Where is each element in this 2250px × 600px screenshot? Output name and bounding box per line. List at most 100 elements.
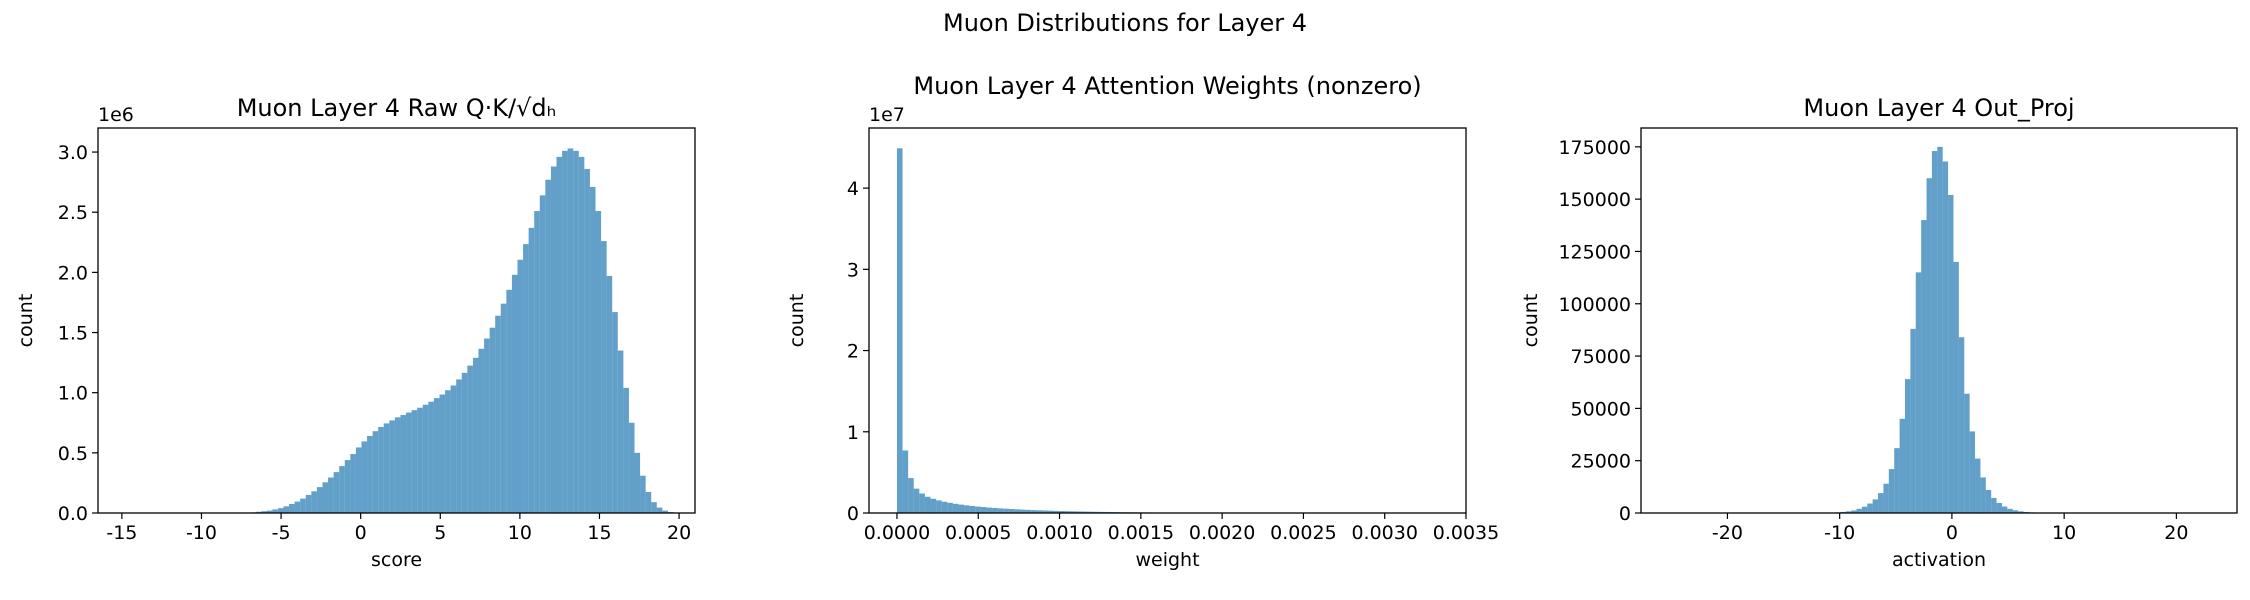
chart-raw-qk-ytick-label: 2.5 xyxy=(58,202,88,224)
chart-out-proj-bar xyxy=(1926,178,1932,513)
chart-attn-weights-ytick-label: 3 xyxy=(847,259,859,281)
chart-raw-qk-bar xyxy=(294,501,301,513)
chart-raw-qk-bar xyxy=(606,275,613,513)
panel-attention-weights: 0.0000 0.0005 0.0010 0.0015 0.0020 0.0025 0.00… xyxy=(786,72,1499,571)
chart-out-proj-bar xyxy=(1872,499,1879,513)
chart-out-proj-ytick-label: 50000 xyxy=(1571,398,1631,420)
chart-raw-qk-xtick-label: 15 xyxy=(587,522,611,544)
chart-raw-qk-bar xyxy=(500,303,507,513)
chart-raw-qk-bar xyxy=(355,447,362,513)
chart-raw-qk-ylabel: count xyxy=(15,294,37,348)
chart-out-proj-bars xyxy=(1834,146,2056,514)
chart-raw-qk-bar xyxy=(589,186,596,513)
chart-raw-qk-bar xyxy=(628,422,635,513)
chart-raw-qk-xtick-label: -15 xyxy=(106,522,137,544)
chart-raw-qk-bar xyxy=(367,436,373,513)
chart-out-proj-ytick-label: 175000 xyxy=(1558,137,1631,159)
chart-attn-weights-frame xyxy=(868,127,1467,514)
chart-attn-weights-xtick-label: 0.0015 xyxy=(1108,522,1174,544)
chart-out-proj-xlabel: activation xyxy=(1892,549,1986,571)
chart-attn-weights-bar xyxy=(997,508,1004,513)
chart-raw-qk-bar xyxy=(300,498,306,513)
chart-attn-weights-bar xyxy=(1053,510,1060,513)
chart-raw-qk-bar xyxy=(623,387,629,514)
chart-raw-qk-bar xyxy=(539,195,546,514)
chart-attn-weights-xtick-label: 0.0005 xyxy=(945,522,1011,544)
chart-attn-weights-ylabel: count xyxy=(786,294,808,348)
chart-raw-qk-bar xyxy=(383,423,390,513)
chart-raw-qk-bar xyxy=(562,150,568,514)
chart-attn-weights-bar xyxy=(896,148,903,513)
chart-attn-weights-bar xyxy=(964,505,970,513)
chart-attn-weights-bar xyxy=(1014,509,1020,513)
chart-raw-qk-bar xyxy=(322,482,329,513)
chart-raw-qk-bar xyxy=(662,510,668,513)
chart-attn-weights-xtick-label: 0.0030 xyxy=(1351,522,1417,544)
chart-attn-weights-xtick-label: 0.0010 xyxy=(1026,522,1092,544)
chart-raw-qk-bar xyxy=(467,365,473,513)
panel-out-proj: -20 -10 0 10 20 0 25000 50000 75000 100000 125000 1… xyxy=(1520,94,2238,571)
chart-raw-qk-bar xyxy=(311,491,317,513)
chart-raw-qk-bar xyxy=(651,502,657,513)
chart-raw-qk-bar xyxy=(545,179,551,514)
chart-attn-weights-bar xyxy=(969,506,976,513)
chart-raw-qk-bar xyxy=(428,401,434,513)
chart-raw-qk-bar xyxy=(556,156,563,514)
chart-attn-weights-bars xyxy=(896,148,1390,513)
chart-attn-weights-bar xyxy=(924,496,931,513)
chart-out-proj-ytick-label: 75000 xyxy=(1571,346,1631,368)
chart-out-proj-xtick-label: 10 xyxy=(2052,522,2076,544)
chart-out-proj-bar xyxy=(1931,151,1938,513)
chart-raw-qk-xtick-label: 20 xyxy=(667,522,691,544)
chart-out-proj-bar xyxy=(2018,511,2024,513)
chart-raw-qk-bar xyxy=(612,312,618,513)
chart-raw-qk-bar xyxy=(439,394,446,513)
chart-attn-weights-bar xyxy=(1064,511,1071,513)
chart-attn-weights-bar xyxy=(1075,511,1082,513)
chart-raw-qk-bar xyxy=(305,494,312,513)
chart-out-proj-xtick-label: 20 xyxy=(2164,522,2188,544)
chart-raw-qk-bar xyxy=(283,506,290,513)
chart-out-proj-xtick-label: -20 xyxy=(1712,522,1743,544)
chart-out-proj-bar xyxy=(1948,194,1954,513)
chart-raw-qk-bar xyxy=(266,510,273,513)
chart-out-proj-bar xyxy=(1915,272,1922,514)
chart-out-proj-ytick-label: 100000 xyxy=(1558,294,1631,316)
chart-out-proj-bar xyxy=(1921,220,1927,513)
chart-out-proj-xtick-label: -10 xyxy=(1824,522,1855,544)
chart-attn-weights-bar xyxy=(1059,511,1065,513)
chart-raw-qk-bar xyxy=(578,156,585,514)
chart-attn-weights-bar xyxy=(1031,510,1037,513)
figure-suptitle: Muon Distributions for Layer 4 xyxy=(943,9,1307,37)
chart-out-proj-bar xyxy=(1980,477,1986,513)
chart-attn-weights-bar xyxy=(958,504,965,513)
chart-raw-qk-bar xyxy=(316,487,323,513)
chart-attn-weights-bar xyxy=(936,500,942,513)
chart-out-proj-bar xyxy=(1975,458,1981,513)
chart-attn-weights-bar xyxy=(908,478,914,513)
chart-raw-qk-bars xyxy=(250,148,685,514)
chart-raw-qk-bar xyxy=(645,491,652,513)
chart-out-proj-frame xyxy=(1640,127,2238,514)
chart-raw-qk-bar xyxy=(484,338,490,513)
chart-attn-weights-ytick-label: 2 xyxy=(847,341,859,363)
chart-raw-qk-bar xyxy=(461,372,468,513)
chart-raw-qk-xtick-label: 5 xyxy=(434,522,446,544)
chart-raw-qk-bar xyxy=(344,460,351,513)
chart-raw-qk-bar xyxy=(511,274,518,513)
chart-out-proj-bar xyxy=(1878,493,1884,513)
chart-attn-weights-bar xyxy=(930,498,937,513)
chart-raw-qk-bar xyxy=(411,410,418,513)
chart-attn-weights-bar xyxy=(941,501,948,513)
chart-raw-qk-bar xyxy=(528,227,535,514)
chart-attn-weights-bar xyxy=(1087,511,1093,513)
chart-raw-qk-bar xyxy=(573,150,579,514)
chart-raw-qk-bar xyxy=(450,385,457,513)
chart-raw-qk-bar xyxy=(567,148,574,513)
chart-raw-qk-bar xyxy=(389,420,395,513)
chart-attn-weights-bar xyxy=(919,493,925,513)
chart-raw-qk-title: Muon Layer 4 Raw Q·K/√dₕ xyxy=(237,94,557,122)
chart-raw-qk-bar xyxy=(378,426,384,513)
chart-raw-qk-bar xyxy=(400,414,407,513)
chart-attn-weights-bar xyxy=(1081,511,1088,513)
